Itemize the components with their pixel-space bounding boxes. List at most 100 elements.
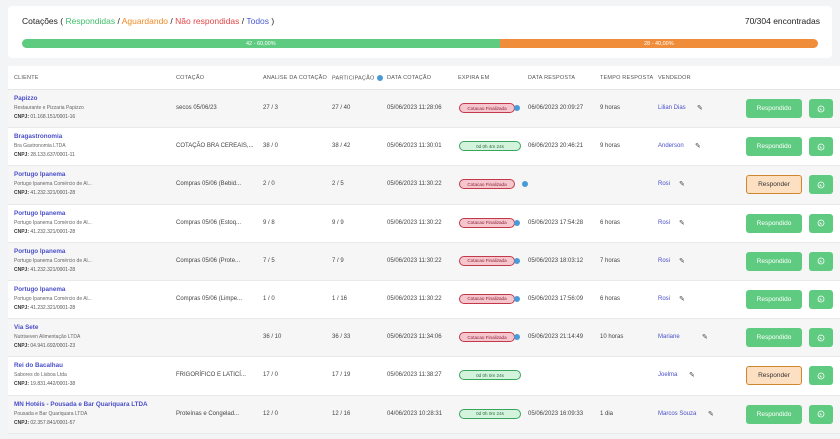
pencil-icon[interactable]: ✎ — [697, 105, 703, 112]
action-button[interactable]: Responder — [746, 175, 802, 195]
client-company: Nutriseven Alimentação LTDA — [14, 334, 81, 341]
table-row[interactable]: MN Hotéis - Pousada e Bar Quariquara LTD… — [8, 395, 840, 434]
info-icon[interactable] — [514, 295, 520, 302]
response-time: 6 horas — [600, 295, 621, 302]
filter-todos-link[interactable]: Todos — [246, 16, 270, 26]
whatsapp-button[interactable] — [809, 289, 833, 309]
whatsapp-button[interactable] — [809, 251, 833, 271]
client-name-link[interactable]: Rei do Bacalhau — [14, 362, 63, 370]
client-name-link[interactable]: Portugo Ipanema — [14, 209, 66, 217]
col-cotacao[interactable]: COTAÇÃO — [176, 75, 205, 81]
info-icon[interactable] — [514, 334, 520, 341]
cnpj-value: 02.357.841/0001-57 — [30, 419, 76, 426]
quote-name[interactable]: FRIGORÍFICO E LATICÍ... — [176, 372, 246, 379]
filter-nao-respondidas-link[interactable]: Não respondidas — [175, 16, 240, 26]
action-button[interactable]: Respondido — [746, 404, 802, 424]
whatsapp-button[interactable] — [809, 328, 833, 348]
info-icon[interactable] — [514, 219, 520, 226]
action-button[interactable]: Respondido — [746, 328, 802, 348]
whatsapp-button[interactable] — [809, 175, 833, 195]
client-cell: Portugo Ipanema Portugo Ipanema Comércio… — [14, 248, 164, 273]
quote-name[interactable]: secos 05/06/23 — [176, 105, 217, 111]
quote-name[interactable]: Proteínas e Congelad... — [176, 410, 240, 417]
table-row[interactable]: Portugo Ipanema Portugo Ipanema Comércio… — [8, 166, 840, 205]
seller-link[interactable]: Rosi — [658, 295, 671, 302]
expiry-badge: Cotacao Finalizada — [459, 332, 515, 343]
table-row[interactable]: Portugo Ipanema Portugo Ipanema Comércio… — [8, 205, 840, 243]
client-name-link[interactable]: Papizzo — [14, 95, 38, 102]
pencil-icon[interactable]: ✎ — [702, 334, 708, 342]
response-date: 05/06/2023 21:14:49 — [528, 334, 584, 341]
col-tempo[interactable]: TEMPO RESPOSTA — [600, 75, 654, 81]
pencil-icon[interactable]: ✎ — [695, 143, 701, 151]
pencil-icon[interactable]: ✎ — [679, 219, 685, 227]
seller-link[interactable]: Mariane — [658, 334, 680, 341]
quote-name[interactable]: Compras 05/06 (Prote... — [176, 257, 241, 264]
action-button[interactable]: Responder — [746, 366, 802, 386]
whatsapp-button[interactable] — [809, 137, 833, 157]
pencil-icon[interactable]: ✎ — [689, 372, 695, 380]
quote-name[interactable]: Compras 05/06 (Bebid... — [176, 181, 242, 188]
seller-link[interactable]: Rosi — [658, 219, 671, 226]
table-row[interactable]: Rei do Bacalhau Sabores do Lisboa Ltda C… — [8, 357, 840, 396]
seller-link[interactable]: Rosi — [658, 181, 671, 188]
client-name-link[interactable]: Via Sete — [14, 324, 39, 332]
seller-link[interactable]: Anderson — [658, 143, 684, 150]
action-button[interactable]: Respondido — [746, 213, 802, 233]
client-cell: Portugo Ipanema Portugo Ipanema Comércio… — [14, 210, 164, 235]
client-name-link[interactable]: Bragastronomia — [14, 133, 63, 141]
client-name-link[interactable]: Portugo Ipanema — [14, 171, 66, 179]
col-expira[interactable]: EXPIRA EM — [458, 75, 490, 81]
col-data-cotacao[interactable]: DATA COTAÇÃO — [387, 75, 432, 81]
pencil-icon[interactable]: ✎ — [679, 181, 685, 189]
table-row[interactable]: Bragastronomia Bra Gastronomia LTDA CNPJ… — [8, 128, 840, 167]
quote-name[interactable]: Compras 05/06 (Limpe... — [176, 295, 243, 302]
cnpj-label: CNPJ: — [14, 114, 30, 120]
cnpj-label: CNPJ: — [14, 343, 30, 350]
pencil-icon[interactable]: ✎ — [679, 257, 685, 265]
expiry-badge: 0d 0h 4m 24s — [459, 141, 521, 152]
pencil-icon[interactable]: ✎ — [679, 295, 685, 303]
col-vendedor[interactable]: VENDEDOR — [658, 75, 691, 81]
quote-date: 05/06/2023 11:30:22 — [387, 181, 442, 188]
col-analise[interactable]: ANALISE DA COTAÇÃO — [263, 75, 328, 81]
col-data-resposta[interactable]: DATA RESPOSTA — [528, 75, 576, 81]
table-row[interactable]: Portugo Ipanema Portugo Ipanema Comércio… — [8, 281, 840, 320]
client-name-link[interactable]: MN Hotéis - Pousada e Bar Quariquara LTD… — [14, 400, 148, 408]
info-icon[interactable] — [514, 105, 520, 111]
info-icon[interactable] — [514, 257, 520, 264]
whatsapp-icon — [817, 410, 825, 418]
seller-link[interactable]: Lilian Dias — [658, 105, 686, 111]
seller-link[interactable]: Rosi — [658, 257, 671, 264]
filter-respondidas-link[interactable]: Respondidas — [65, 16, 116, 26]
analysis-value: 7 / 5 — [263, 257, 275, 264]
quote-name[interactable]: Compras 05/06 (Estoq... — [176, 219, 242, 226]
seller-link[interactable]: Marcos Souza — [658, 410, 697, 417]
quote-name[interactable]: COTAÇÃO BRA CEREAIS,... — [176, 143, 254, 150]
info-icon[interactable] — [377, 75, 384, 81]
whatsapp-button[interactable] — [809, 99, 833, 118]
whatsapp-button[interactable] — [809, 213, 833, 233]
progress-bar: 42 - 60,00% 28 - 40,00% — [22, 39, 818, 48]
client-name-link[interactable]: Portugo Ipanema — [14, 247, 66, 255]
action-button[interactable]: Respondido — [746, 251, 802, 271]
pencil-icon[interactable]: ✎ — [708, 410, 714, 418]
quote-date: 05/06/2023 11:38:27 — [387, 372, 442, 379]
action-button[interactable]: Respondido — [746, 99, 802, 118]
seller-link[interactable]: Joelma — [658, 372, 678, 379]
info-icon[interactable] — [522, 181, 528, 188]
whatsapp-icon — [817, 296, 825, 303]
action-button[interactable]: Respondido — [746, 289, 802, 309]
col-participacao[interactable]: PARTICIPAÇÃO — [332, 75, 384, 81]
action-button[interactable]: Respondido — [746, 137, 802, 157]
client-cell: Rei do Bacalhau Sabores do Lisboa Ltda C… — [14, 362, 164, 387]
whatsapp-button[interactable] — [809, 366, 833, 386]
cnpj-label: CNPJ: — [14, 190, 30, 197]
client-name-link[interactable]: Portugo Ipanema — [14, 285, 66, 293]
whatsapp-button[interactable] — [809, 404, 833, 424]
table-row[interactable]: Portugo Ipanema Portugo Ipanema Comércio… — [8, 242, 840, 281]
col-cliente[interactable]: CLIENTE — [14, 75, 39, 81]
filter-aguardando-link[interactable]: Aguardando — [121, 16, 169, 26]
table-row[interactable]: Papizzo Restaurante e Pizzaria Papizzo C… — [8, 90, 840, 129]
table-row[interactable]: Via Sete Nutriseven Alimentação LTDA CNP… — [8, 319, 840, 358]
